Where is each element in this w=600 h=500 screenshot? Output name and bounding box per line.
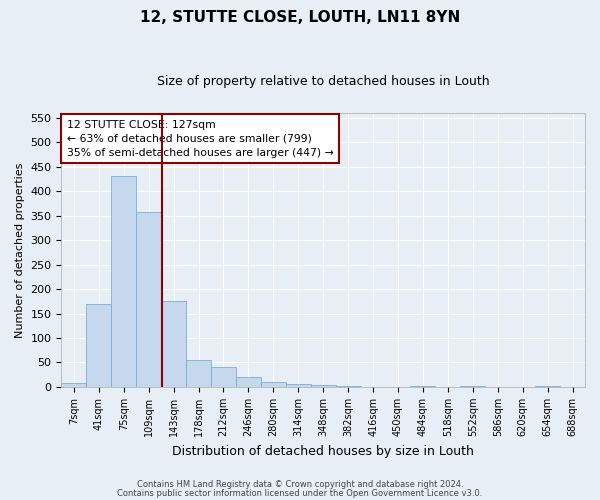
Bar — [61, 383, 86, 387]
Bar — [211, 368, 236, 387]
Bar — [460, 386, 485, 387]
Bar — [311, 386, 335, 387]
Bar — [535, 386, 560, 387]
Bar — [261, 382, 286, 387]
Bar — [161, 302, 186, 387]
Bar — [286, 384, 311, 387]
Text: Contains public sector information licensed under the Open Government Licence v3: Contains public sector information licen… — [118, 488, 482, 498]
Bar — [236, 377, 261, 387]
Bar — [86, 304, 111, 387]
Text: 12, STUTTE CLOSE, LOUTH, LN11 8YN: 12, STUTTE CLOSE, LOUTH, LN11 8YN — [140, 10, 460, 25]
Bar — [410, 386, 436, 387]
Bar — [136, 212, 161, 387]
Title: Size of property relative to detached houses in Louth: Size of property relative to detached ho… — [157, 75, 490, 88]
Bar — [111, 176, 136, 387]
X-axis label: Distribution of detached houses by size in Louth: Distribution of detached houses by size … — [172, 444, 474, 458]
Bar — [186, 360, 211, 387]
Y-axis label: Number of detached properties: Number of detached properties — [15, 162, 25, 338]
Text: 12 STUTTE CLOSE: 127sqm
← 63% of detached houses are smaller (799)
35% of semi-d: 12 STUTTE CLOSE: 127sqm ← 63% of detache… — [67, 120, 334, 158]
Text: Contains HM Land Registry data © Crown copyright and database right 2024.: Contains HM Land Registry data © Crown c… — [137, 480, 463, 489]
